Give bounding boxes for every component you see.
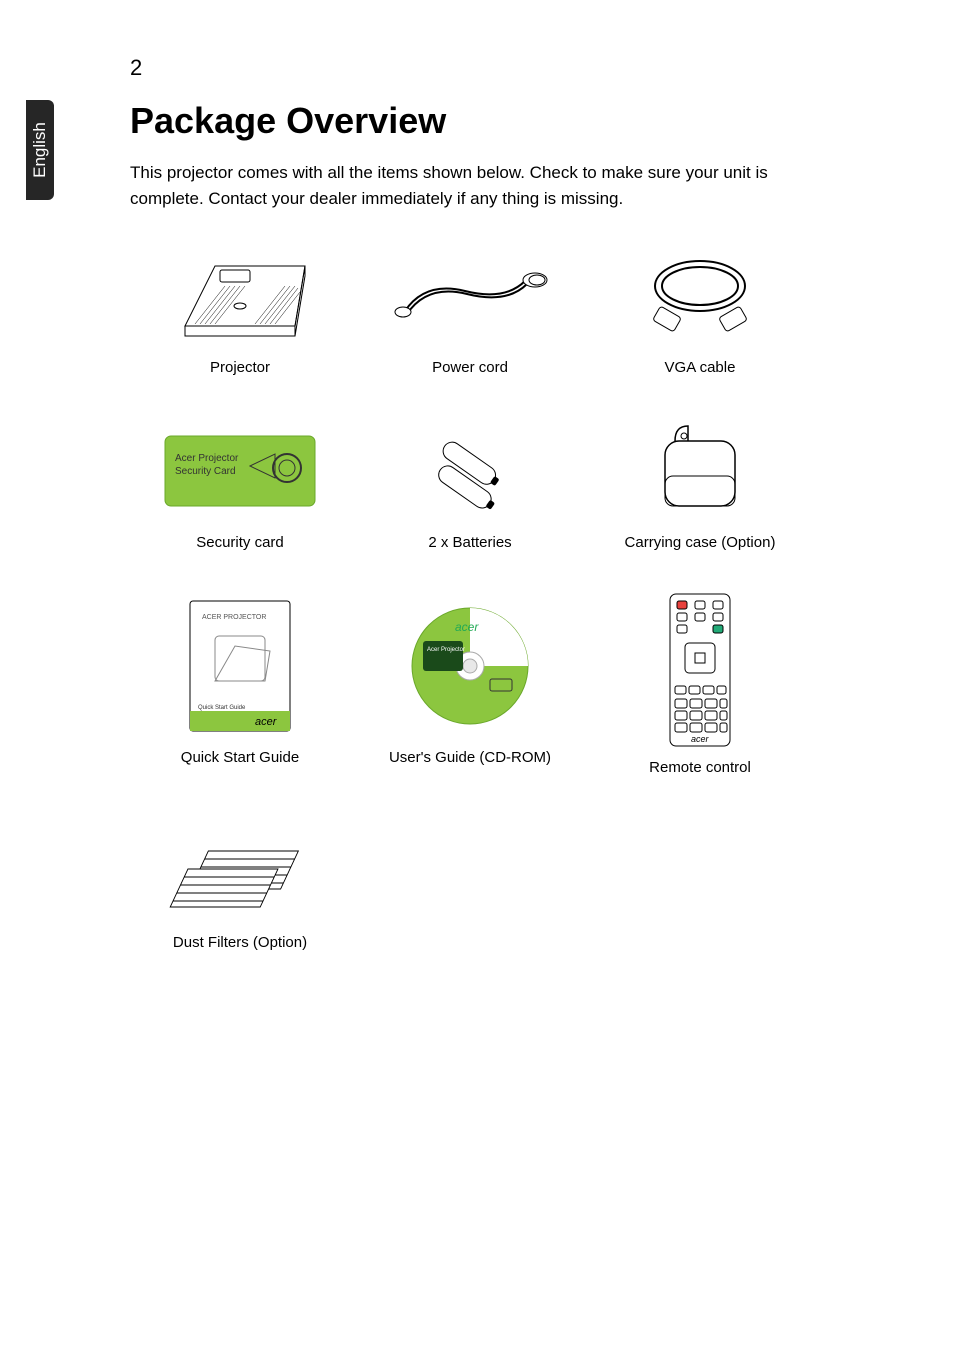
carrying-case-illustration [615,416,785,526]
quick-start-caption: Quick Start Guide [181,749,299,766]
remote-caption: Remote control [649,759,751,776]
security-card-caption: Security card [196,534,284,551]
empty-cell-1 [360,816,580,981]
items-grid: Projector Power cord [130,241,810,981]
item-security-card: Acer Projector Security Card Security ca… [130,416,350,581]
cd-rom-illustration: acer Acer Projector [385,591,555,741]
security-card-text2: Security Card [175,466,236,477]
item-remote: acer Remote control [590,591,810,806]
power-cord-caption: Power cord [432,359,508,376]
projector-illustration [155,241,325,351]
batteries-illustration [385,416,555,526]
qsg-brand: acer [255,716,278,728]
item-cd-rom: acer Acer Projector User's Guide (CD-ROM… [360,591,580,806]
item-quick-start: ACER PROJECTOR Quick Start Guide acer Qu… [130,591,350,806]
cd-brand: acer [455,620,479,634]
carrying-case-caption: Carrying case (Option) [625,534,776,551]
intro-text: This projector comes with all the items … [130,160,810,211]
security-card-text1: Acer Projector [175,453,239,464]
language-label: English [30,122,50,178]
item-batteries: 2 x Batteries [360,416,580,581]
page-content: Package Overview This projector comes wi… [130,100,810,981]
vga-cable-caption: VGA cable [665,359,736,376]
remote-brand: acer [691,734,710,744]
item-projector: Projector [130,241,350,406]
page-number: 2 [130,55,142,81]
remote-illustration: acer [615,591,785,751]
item-power-cord: Power cord [360,241,580,406]
dust-filters-caption: Dust Filters (Option) [173,934,307,951]
item-vga-cable: VGA cable [590,241,810,406]
qsg-label: Quick Start Guide [198,705,246,711]
item-carrying-case: Carrying case (Option) [590,416,810,581]
quick-start-illustration: ACER PROJECTOR Quick Start Guide acer [155,591,325,741]
item-dust-filters: Dust Filters (Option) [130,816,350,981]
power-cord-illustration [385,241,555,351]
security-card-illustration: Acer Projector Security Card [155,416,325,526]
projector-caption: Projector [210,359,270,376]
page-title: Package Overview [130,100,810,142]
language-tab: English [26,100,54,200]
cd-title: Acer Projector [427,647,465,653]
qsg-heading: ACER PROJECTOR [202,614,266,621]
empty-cell-2 [590,816,810,981]
vga-cable-illustration [615,241,785,351]
cd-rom-caption: User's Guide (CD-ROM) [389,749,551,766]
dust-filters-illustration [155,816,325,926]
batteries-caption: 2 x Batteries [428,534,511,551]
